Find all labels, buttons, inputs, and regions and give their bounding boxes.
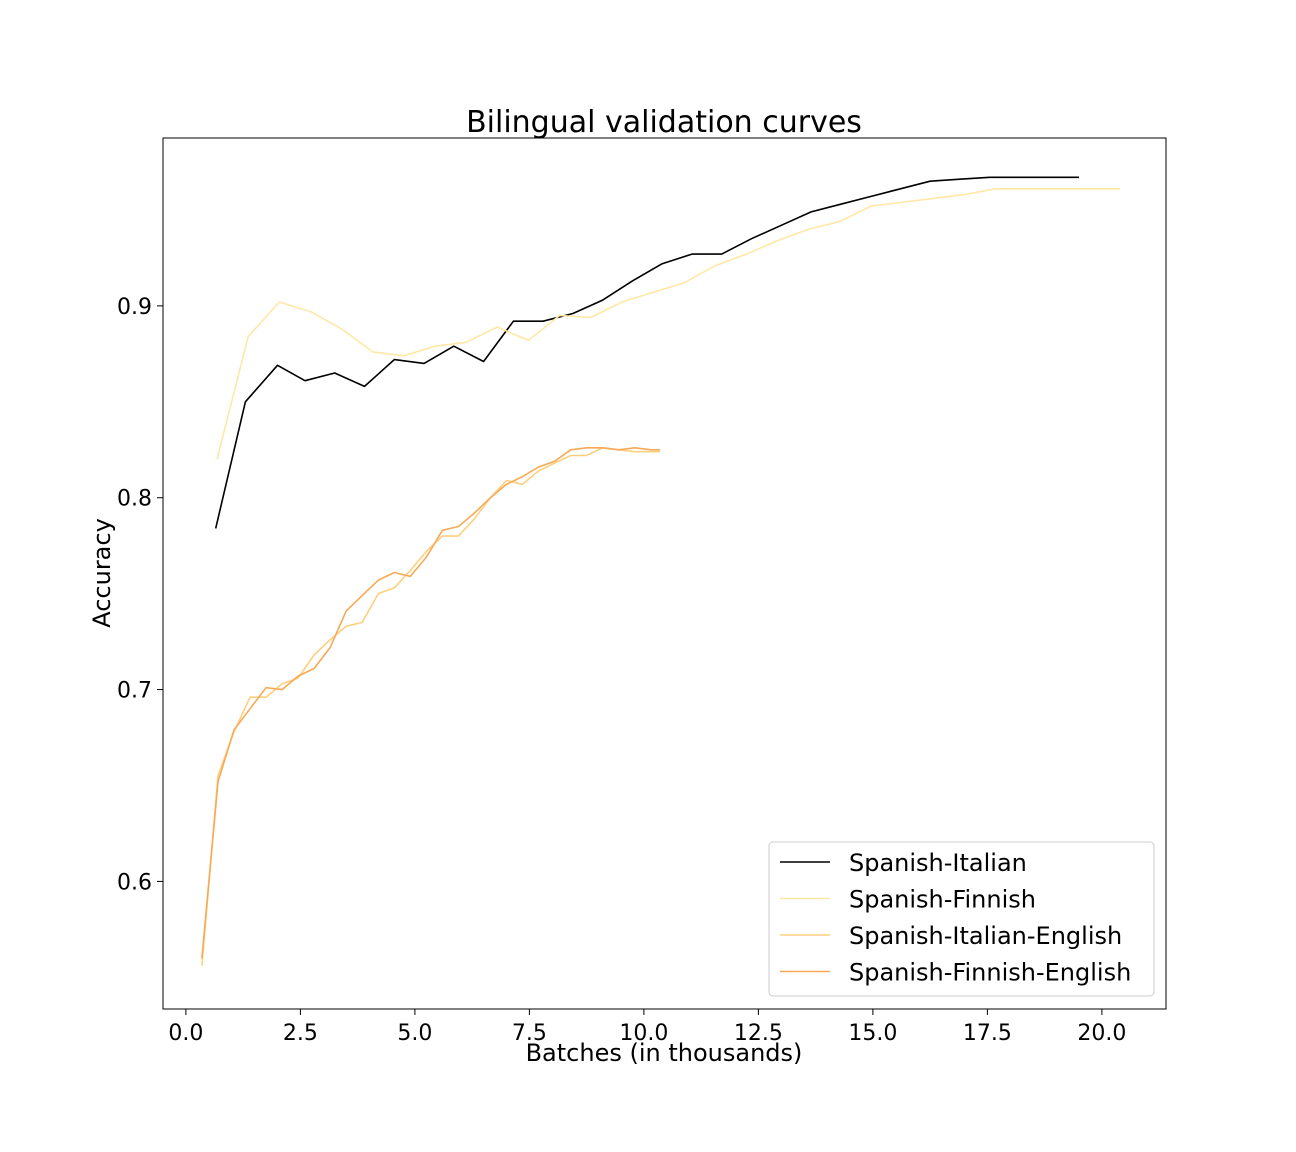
series-line-4 bbox=[201, 447, 660, 959]
x-tick-label: 20.0 bbox=[1077, 1021, 1126, 1046]
y-tick-label: 0.9 bbox=[117, 295, 152, 320]
plot-frame bbox=[162, 137, 1167, 1010]
y-axis: 0.6 0.7 0.8 0.9 bbox=[117, 295, 163, 895]
legend: Spanish-Italian Spanish-Finnish Spanish-It… bbox=[768, 841, 1155, 997]
x-tick-label: 2.5 bbox=[283, 1021, 318, 1046]
x-tick-label: 0.0 bbox=[168, 1021, 203, 1046]
legend-box bbox=[768, 841, 1155, 997]
y-tick-label: 0.7 bbox=[117, 679, 152, 704]
legend-label: Spanish-Italian bbox=[849, 849, 1027, 877]
x-axis-label: Batches (in thousands) bbox=[526, 1039, 803, 1067]
x-tick-label: 12.5 bbox=[734, 1021, 783, 1046]
legend-label: Spanish-Italian-English bbox=[849, 922, 1122, 950]
y-tick-label: 0.8 bbox=[117, 487, 152, 512]
y-tick-label: 0.6 bbox=[117, 870, 152, 895]
series-line-1 bbox=[214, 176, 1079, 529]
x-tick-label: 10.0 bbox=[619, 1021, 668, 1046]
plot-area bbox=[201, 176, 1121, 966]
x-tick-label: 17.5 bbox=[963, 1021, 1012, 1046]
series-line-2 bbox=[216, 188, 1121, 460]
y-axis-label: Accuracy bbox=[88, 518, 116, 628]
x-tick-label: 5.0 bbox=[397, 1021, 432, 1046]
series-line-3 bbox=[201, 447, 660, 966]
legend-label: Spanish-Finnish-English bbox=[849, 959, 1131, 987]
legend-label: Spanish-Finnish bbox=[849, 886, 1036, 914]
x-tick-label: 15.0 bbox=[848, 1021, 897, 1046]
chart-title: Bilingual validation curves bbox=[466, 105, 862, 140]
x-tick-label: 7.5 bbox=[512, 1021, 547, 1046]
x-axis: 0.0 2.5 5.0 7.5 10.0 12.5 15.0 17.5 20.0 bbox=[168, 1009, 1126, 1046]
